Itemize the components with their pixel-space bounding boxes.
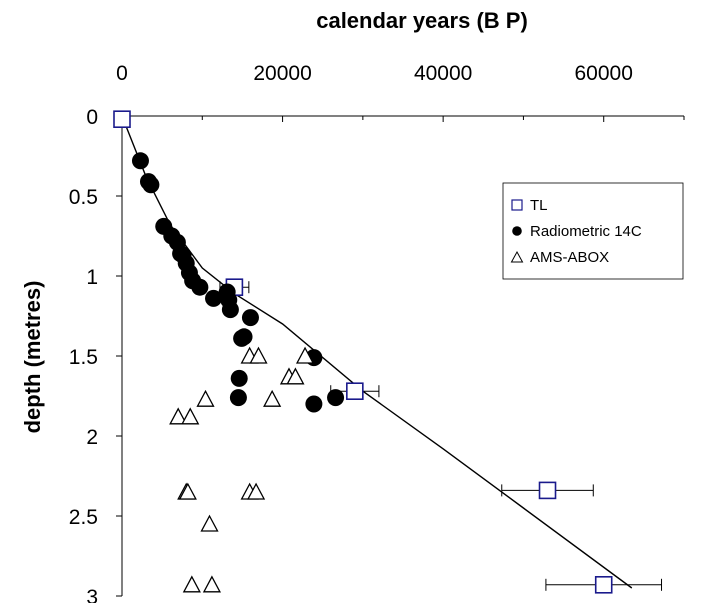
- radiometric-point: [205, 289, 223, 307]
- tick-group: 0 20000 40000 60000 0 0.5 1 1.5 2 2.5 3: [69, 62, 685, 603]
- radiometric-point: [233, 329, 251, 347]
- ams-point: [263, 389, 282, 407]
- data-marks: [113, 110, 613, 594]
- ams-point: [196, 389, 215, 407]
- radiometric-point: [305, 395, 323, 413]
- tl-point: [113, 110, 131, 128]
- legend-radiometric-marker: [512, 226, 522, 236]
- tl-point: [538, 481, 557, 500]
- tl-point: [594, 575, 613, 594]
- trend-line: [121, 115, 633, 589]
- ams-point: [295, 346, 315, 364]
- ams-point: [169, 407, 188, 425]
- legend: TL Radiometric 14C AMS-ABOX: [502, 182, 684, 280]
- radiometric-point: [229, 389, 247, 407]
- tl-point: [346, 382, 364, 401]
- x-tick-label: 0: [116, 62, 128, 85]
- radiometric-point: [221, 301, 239, 319]
- y-tick-label: 1.5: [69, 346, 98, 369]
- radiometric-point: [131, 152, 149, 170]
- ams-point: [202, 575, 222, 593]
- ams-point: [249, 346, 268, 364]
- y-axis-title: depth (metres): [20, 281, 45, 434]
- radiometric-point: [191, 278, 209, 296]
- ams-point: [286, 367, 305, 385]
- legend-ams-marker: [510, 250, 524, 263]
- legend-tl-label: TL: [530, 197, 548, 214]
- x-tick-label: 60000: [575, 62, 633, 85]
- legend-tl-marker: [511, 199, 523, 211]
- ams-point: [181, 407, 200, 425]
- legend-radiometric-label: Radiometric 14C: [530, 223, 642, 240]
- y-tick-label: 2: [86, 426, 98, 449]
- y-tick-label: 0.5: [69, 186, 98, 209]
- y-tick-label: 0: [86, 106, 98, 129]
- legend-ams-label: AMS-ABOX: [530, 249, 609, 266]
- ams-point: [178, 482, 197, 500]
- y-tick-label: 3: [86, 586, 98, 603]
- legend-box: [502, 182, 684, 280]
- y-tick-label: 2.5: [69, 506, 98, 529]
- radiometric-point: [241, 309, 259, 327]
- y-tick-label: 1: [86, 266, 98, 289]
- x-axis-title: calendar years (B P): [316, 8, 528, 33]
- radiometric-point: [327, 389, 345, 407]
- ams-point: [182, 575, 201, 593]
- x-tick-label: 40000: [414, 62, 472, 85]
- radiometric-point: [230, 369, 248, 387]
- x-tick-label: 20000: [253, 62, 311, 85]
- ams-point: [246, 482, 266, 500]
- ams-point: [200, 514, 219, 532]
- radiometric-point: [142, 176, 160, 194]
